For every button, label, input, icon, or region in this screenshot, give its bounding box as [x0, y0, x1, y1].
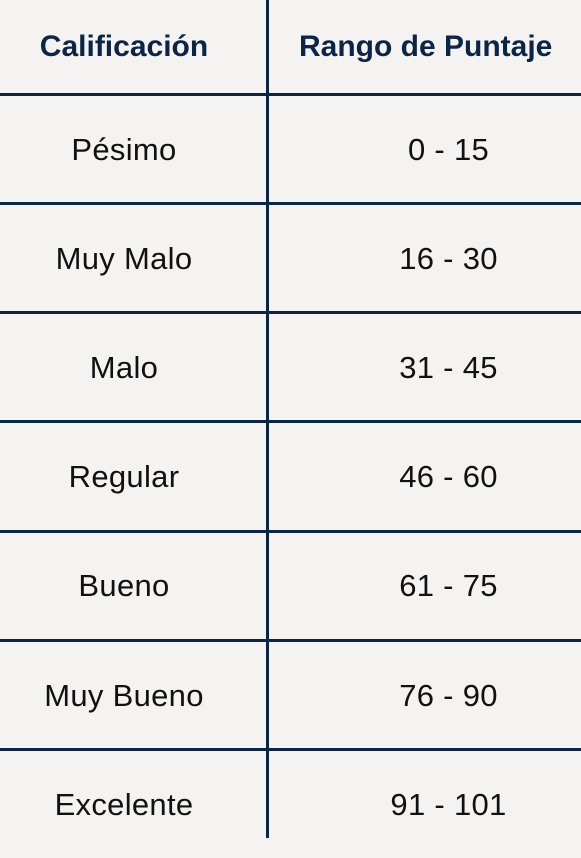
calificacion-cell: Malo — [0, 314, 248, 421]
calificacion-cell: Pésimo — [0, 96, 248, 203]
rango-value: 76 - 90 — [399, 677, 498, 713]
row-divider — [0, 748, 581, 751]
row-divider — [0, 93, 581, 96]
rango-cell: 31 - 45 — [271, 314, 581, 421]
rango-cell: 76 - 90 — [271, 642, 581, 749]
rango-cell: 16 - 30 — [271, 205, 581, 312]
calificacion-value: Malo — [89, 349, 159, 385]
table-row: Bueno 61 - 75 — [0, 532, 581, 639]
rango-cell: 61 - 75 — [271, 532, 581, 639]
calificacion-cell: Bueno — [0, 532, 248, 639]
row-divider — [0, 420, 581, 423]
calificacion-cell: Muy Malo — [0, 205, 248, 312]
header-rango-label: Rango de Puntaje — [299, 29, 553, 63]
table-row: Regular 46 - 60 — [0, 423, 581, 530]
rango-cell: 46 - 60 — [271, 423, 581, 530]
rango-cell: 0 - 15 — [271, 96, 581, 203]
header-calificacion: Calificación — [0, 0, 248, 93]
table-row: Excelente 91 - 101 — [0, 751, 581, 858]
header-calificacion-label: Calificación — [39, 29, 209, 63]
calificacion-value: Excelente — [54, 786, 194, 822]
table-row: Muy Bueno 76 - 90 — [0, 642, 581, 749]
row-divider — [0, 530, 581, 533]
header-rango: Rango de Puntaje — [271, 0, 581, 93]
rango-cell: 91 - 101 — [271, 751, 581, 858]
row-divider — [0, 311, 581, 314]
calificacion-value: Regular — [68, 458, 180, 494]
row-divider — [0, 639, 581, 642]
rango-value: 46 - 60 — [399, 458, 498, 494]
calificacion-value: Muy Malo — [55, 240, 193, 276]
calificacion-value: Bueno — [78, 567, 170, 603]
column-divider — [266, 0, 269, 838]
row-divider — [0, 202, 581, 205]
calificacion-value: Pésimo — [71, 131, 177, 167]
rango-value: 16 - 30 — [399, 240, 498, 276]
rango-value: 31 - 45 — [399, 349, 498, 385]
table-header-row: Calificación Rango de Puntaje — [0, 0, 581, 93]
rango-value: 0 - 15 — [407, 131, 490, 167]
calificacion-cell: Excelente — [0, 751, 248, 858]
rango-value: 91 - 101 — [390, 786, 507, 822]
calificacion-cell: Muy Bueno — [0, 642, 248, 749]
table-row: Pésimo 0 - 15 — [0, 96, 581, 203]
calificacion-value: Muy Bueno — [44, 677, 204, 713]
table-row: Malo 31 - 45 — [0, 314, 581, 421]
score-table: Calificación Rango de Puntaje Pésimo 0 -… — [0, 0, 581, 838]
table-row: Muy Malo 16 - 30 — [0, 205, 581, 312]
calificacion-cell: Regular — [0, 423, 248, 530]
rango-value: 61 - 75 — [399, 567, 498, 603]
